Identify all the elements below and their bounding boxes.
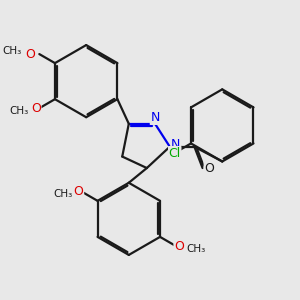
- Text: CH₃: CH₃: [186, 244, 206, 254]
- Text: CH₃: CH₃: [10, 106, 29, 116]
- Text: O: O: [204, 161, 214, 175]
- Text: O: O: [74, 185, 84, 198]
- Text: O: O: [26, 48, 35, 61]
- Text: O: O: [31, 102, 41, 115]
- Text: N: N: [171, 138, 180, 151]
- Text: O: O: [174, 240, 184, 253]
- Text: N: N: [150, 111, 160, 124]
- Text: CH₃: CH₃: [53, 189, 73, 200]
- Text: Cl: Cl: [169, 147, 181, 160]
- Text: CH₃: CH₃: [2, 46, 21, 56]
